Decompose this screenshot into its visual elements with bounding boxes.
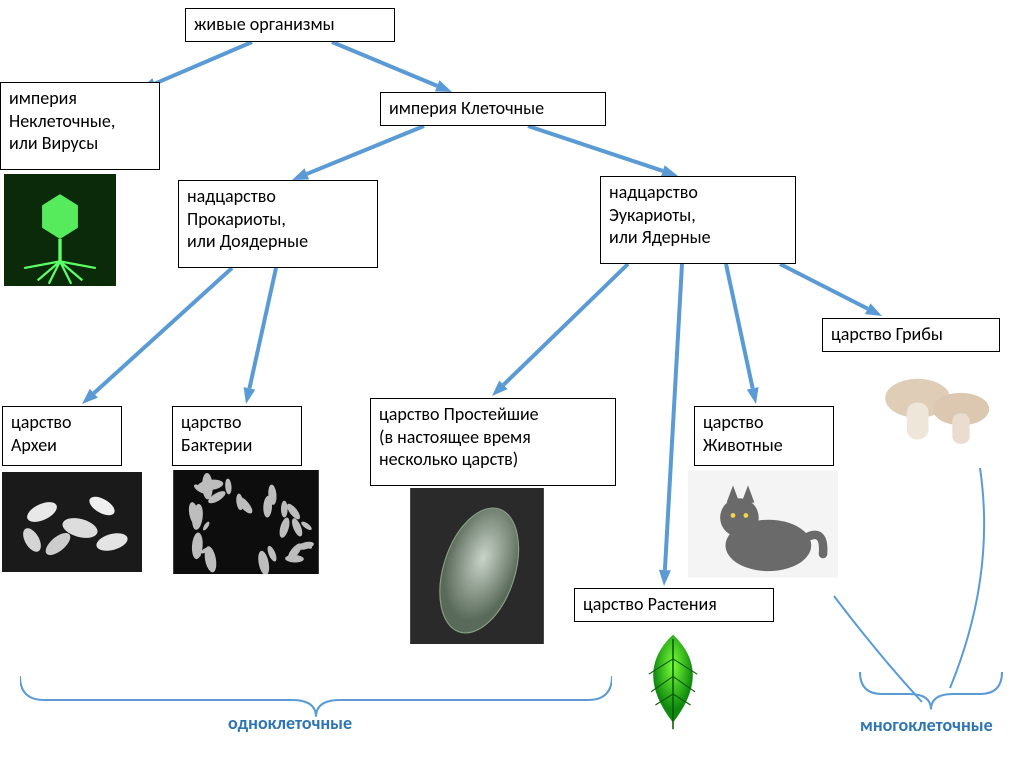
node-plants: царство Растения <box>574 588 774 622</box>
node-noncellular: империя Неклеточные, или Вирусы <box>0 82 160 170</box>
node-bacteria: царство Бактерии <box>172 406 302 466</box>
node-root: живые организмы <box>185 8 395 42</box>
label-single-cell: одноклеточные <box>228 712 352 734</box>
node-protists: царство Простейшие (в настоящее время не… <box>370 398 616 486</box>
label-multi-cell: многоклеточные <box>860 714 993 736</box>
thumb-bacteria <box>172 470 320 574</box>
thumb-leaf <box>618 628 728 738</box>
thumb-cat <box>688 470 838 578</box>
thumb-protist <box>402 488 552 644</box>
node-prokaryotes: надцарство Прокариоты, или Доядерные <box>178 180 378 268</box>
node-animals: царство Животные <box>694 406 834 466</box>
node-cellular: империя Клеточные <box>380 92 606 126</box>
node-eukaryotes: надцарство Эукариоты, или Ядерные <box>600 176 796 264</box>
thumb-mushrooms <box>870 358 1000 458</box>
brace-multi <box>820 464 1023 728</box>
node-archaea: царство Археи <box>2 406 122 466</box>
thumb-archaea <box>2 470 142 574</box>
thumb-virus <box>4 174 116 286</box>
node-fungi: царство Грибы <box>822 318 1000 352</box>
